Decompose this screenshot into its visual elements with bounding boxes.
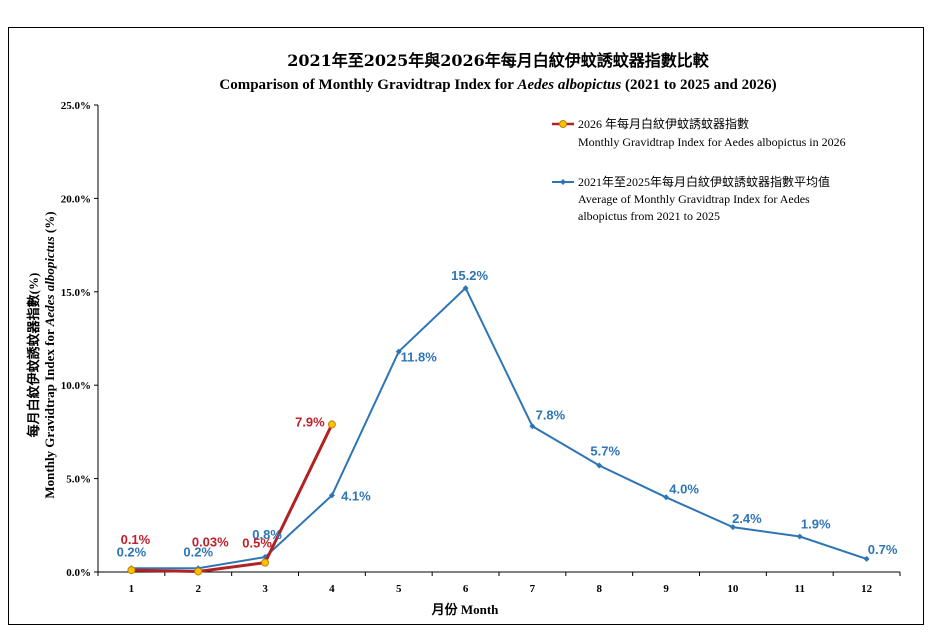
x-tick-label: 8 [597, 583, 603, 595]
data-label-average: 4.1% [341, 488, 371, 503]
point-average [796, 533, 803, 540]
data-label-average: 1.9% [801, 517, 831, 532]
point-average [328, 492, 335, 499]
data-label-average: 0.2% [117, 544, 147, 559]
series-line-average [131, 286, 867, 570]
data-label-average: 15.2% [451, 268, 488, 283]
data-label-average: 4.0% [669, 481, 699, 496]
data-label-average: 11.8% [401, 350, 438, 365]
point-2026 [327, 420, 336, 429]
legend-label-average-line2: Average of Monthly Gravidtrap Index for … [578, 192, 810, 206]
data-label-2026: 0.03% [192, 534, 229, 549]
point-2026 [127, 566, 136, 575]
data-label-average: 5.7% [590, 444, 620, 459]
legend-marker-average [560, 179, 566, 185]
x-tick-label: 10 [727, 583, 739, 595]
chart-frame [8, 27, 924, 625]
y-tick-label: 15.0% [61, 287, 91, 299]
point-average [462, 285, 469, 292]
x-tick-label: 5 [396, 583, 402, 595]
point-average [663, 494, 670, 501]
data-label-2026: 0.1% [121, 532, 151, 547]
y-tick-label: 5.0% [66, 474, 91, 486]
point-average [596, 462, 603, 469]
point-average [529, 423, 536, 430]
series-line-2026 [131, 423, 334, 573]
point-average [395, 348, 402, 355]
legend: 2026 年每月白紋伊蚊誘蚊器指數 Monthly Gravidtrap Ind… [552, 116, 846, 223]
x-axis-label: 月份 Month [431, 602, 500, 617]
x-tick-label: 3 [262, 583, 268, 595]
y-tick-label: 20.0% [61, 193, 91, 205]
point-2026 [261, 558, 270, 567]
data-label-2026: 0.5% [242, 536, 272, 551]
x-tick-label: 9 [663, 583, 669, 595]
chart-subtitle: Comparison of Monthly Gravidtrap Index f… [219, 77, 776, 93]
legend-label-2026-line2: Monthly Gravidtrap Index for Aedes albop… [578, 135, 846, 149]
legend-marker-2026 [559, 120, 567, 128]
point-2026 [194, 567, 203, 576]
data-label-average: 7.8% [536, 407, 566, 422]
x-tick-label: 6 [463, 583, 469, 595]
legend-label-2026-line1: 2026 年每月白紋伊蚊誘蚊器指數 [578, 116, 749, 131]
data-label-average: 2.4% [732, 511, 762, 526]
x-tick-label: 4 [329, 583, 335, 595]
y-tick-label: 10.0% [61, 380, 91, 392]
x-tick-label: 7 [530, 583, 536, 595]
data-label-average: 0.8% [252, 527, 282, 542]
point-average [729, 524, 736, 531]
y-tick-label: 0.0% [66, 567, 91, 579]
x-tick-label: 11 [795, 583, 805, 595]
y-axis-label-line1: 每月白紋伊蚊誘蚊器指數(%) [26, 273, 41, 438]
data-label-2026: 7.9% [295, 414, 325, 429]
x-tick-label: 12 [861, 583, 873, 595]
legend-label-average-line1: 2021年至2025年每月白紋伊蚊誘蚊器指數平均值 [578, 174, 830, 189]
data-label-average: 0.7% [868, 542, 898, 557]
x-tick-label: 1 [129, 583, 135, 595]
legend-label-average-line3: albopictus from 2021 to 2025 [578, 209, 720, 223]
y-tick-label: 25.0% [61, 100, 91, 112]
chart-title: 2021年至2025年與2026年每月白紋伊蚊誘蚊器指數比較 [287, 51, 710, 70]
x-tick-label: 2 [196, 583, 202, 595]
point-average [863, 555, 870, 562]
data-label-average: 0.2% [183, 544, 213, 559]
y-axis-label-line2: Monthly Gravidtrap Index for Aedes albop… [42, 211, 57, 498]
